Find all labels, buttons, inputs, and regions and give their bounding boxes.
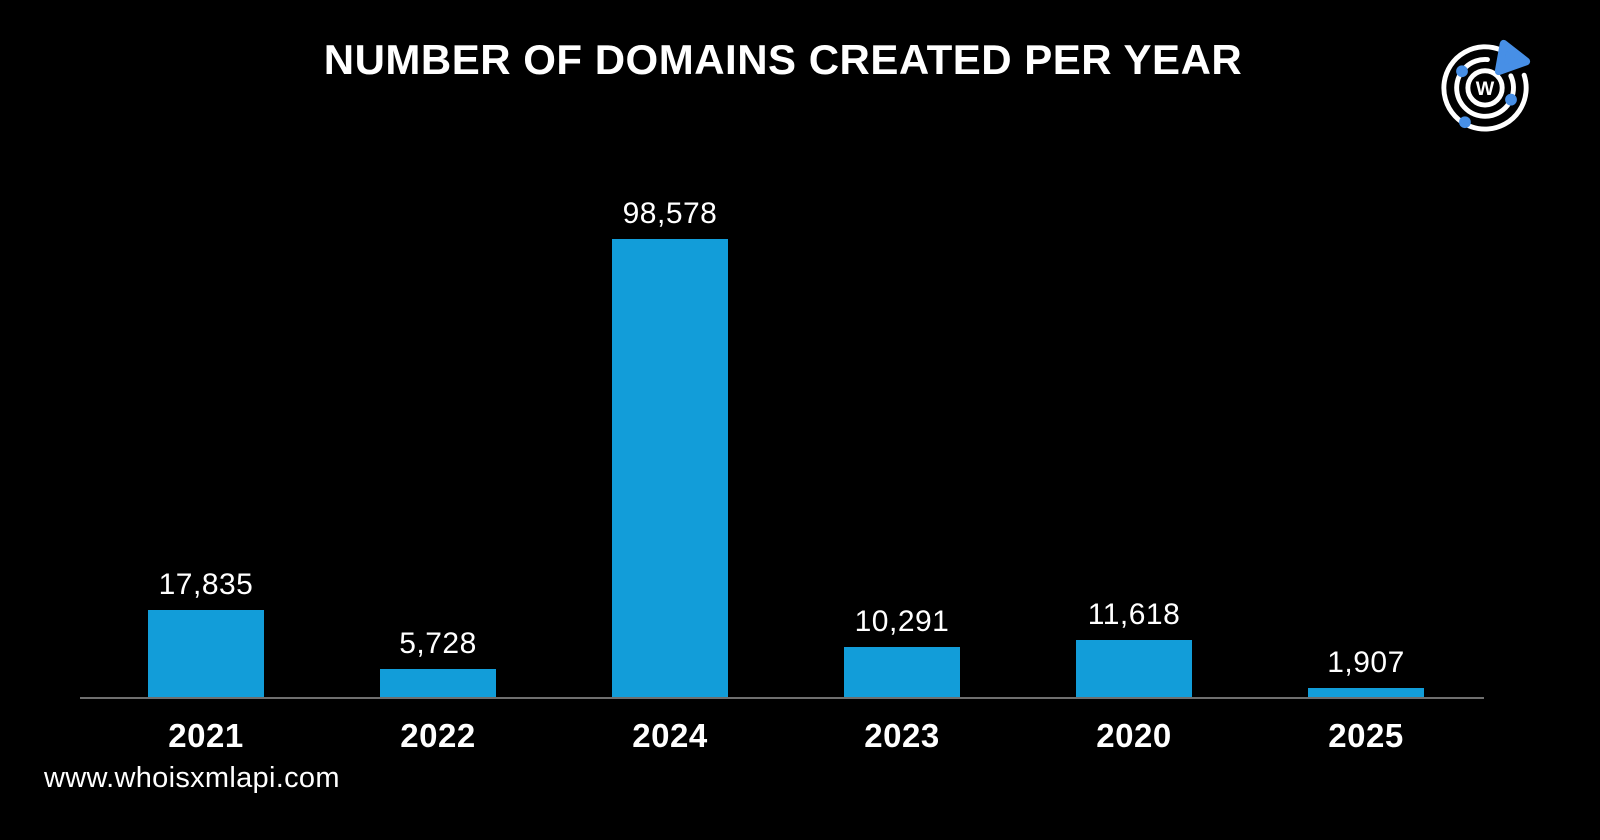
bar-group-2021: 17,835 (90, 197, 322, 697)
logo-dot-upper-left (1456, 65, 1468, 78)
bar-value-label: 98,578 (622, 197, 718, 230)
bars-container: 17,835 5,728 98,578 10,291 11,618 1,907 (90, 197, 1482, 697)
bar-value-label: 5,728 (399, 627, 477, 660)
bar-value-label: 1,907 (1327, 646, 1405, 679)
bar-value-label: 10,291 (854, 605, 950, 638)
logo-outer-ring (1441, 44, 1529, 132)
bar-group-2020: 11,618 (1018, 197, 1250, 697)
bar-group-2024: 98,578 (554, 197, 786, 697)
bar-2020 (1076, 640, 1192, 697)
radar-logo-icon: W (1441, 39, 1531, 132)
logo-wedge-icon (1494, 39, 1531, 76)
bar-2021 (148, 610, 264, 697)
x-axis-label-2022: 2022 (400, 717, 476, 754)
logo-dot-right (1505, 93, 1517, 106)
x-axis-labels: 2021 2022 2024 2023 2020 2025 (90, 717, 1482, 754)
whoisxmlapi-logo: W (1438, 32, 1536, 134)
logo-letter: W (1476, 78, 1495, 100)
bar-value-label: 11,618 (1087, 598, 1181, 631)
bar-2022 (380, 669, 496, 697)
bar-group-2023: 10,291 (786, 197, 1018, 697)
x-axis-label-2020: 2020 (1096, 717, 1172, 754)
logo-inner-ring (1465, 68, 1505, 108)
chart-title: NUMBER OF DOMAINS CREATED PER YEAR (323, 36, 1243, 83)
x-axis-line (80, 697, 1484, 699)
logo-dot-bottom-left (1459, 116, 1471, 129)
watermark-url: www.whoisxmlapi.com (44, 762, 340, 794)
bar-value-label: 17,835 (158, 568, 254, 601)
bar-2023 (844, 647, 960, 697)
bar-2025 (1308, 688, 1424, 697)
x-axis-label-2021: 2021 (168, 717, 244, 754)
bar-group-2025: 1,907 (1250, 197, 1482, 697)
x-axis-label-2025: 2025 (1328, 717, 1404, 754)
bar-2024 (612, 239, 728, 697)
x-axis-label-2023: 2023 (864, 717, 940, 754)
x-axis-label-2024: 2024 (632, 717, 708, 754)
bar-group-2022: 5,728 (322, 197, 554, 697)
